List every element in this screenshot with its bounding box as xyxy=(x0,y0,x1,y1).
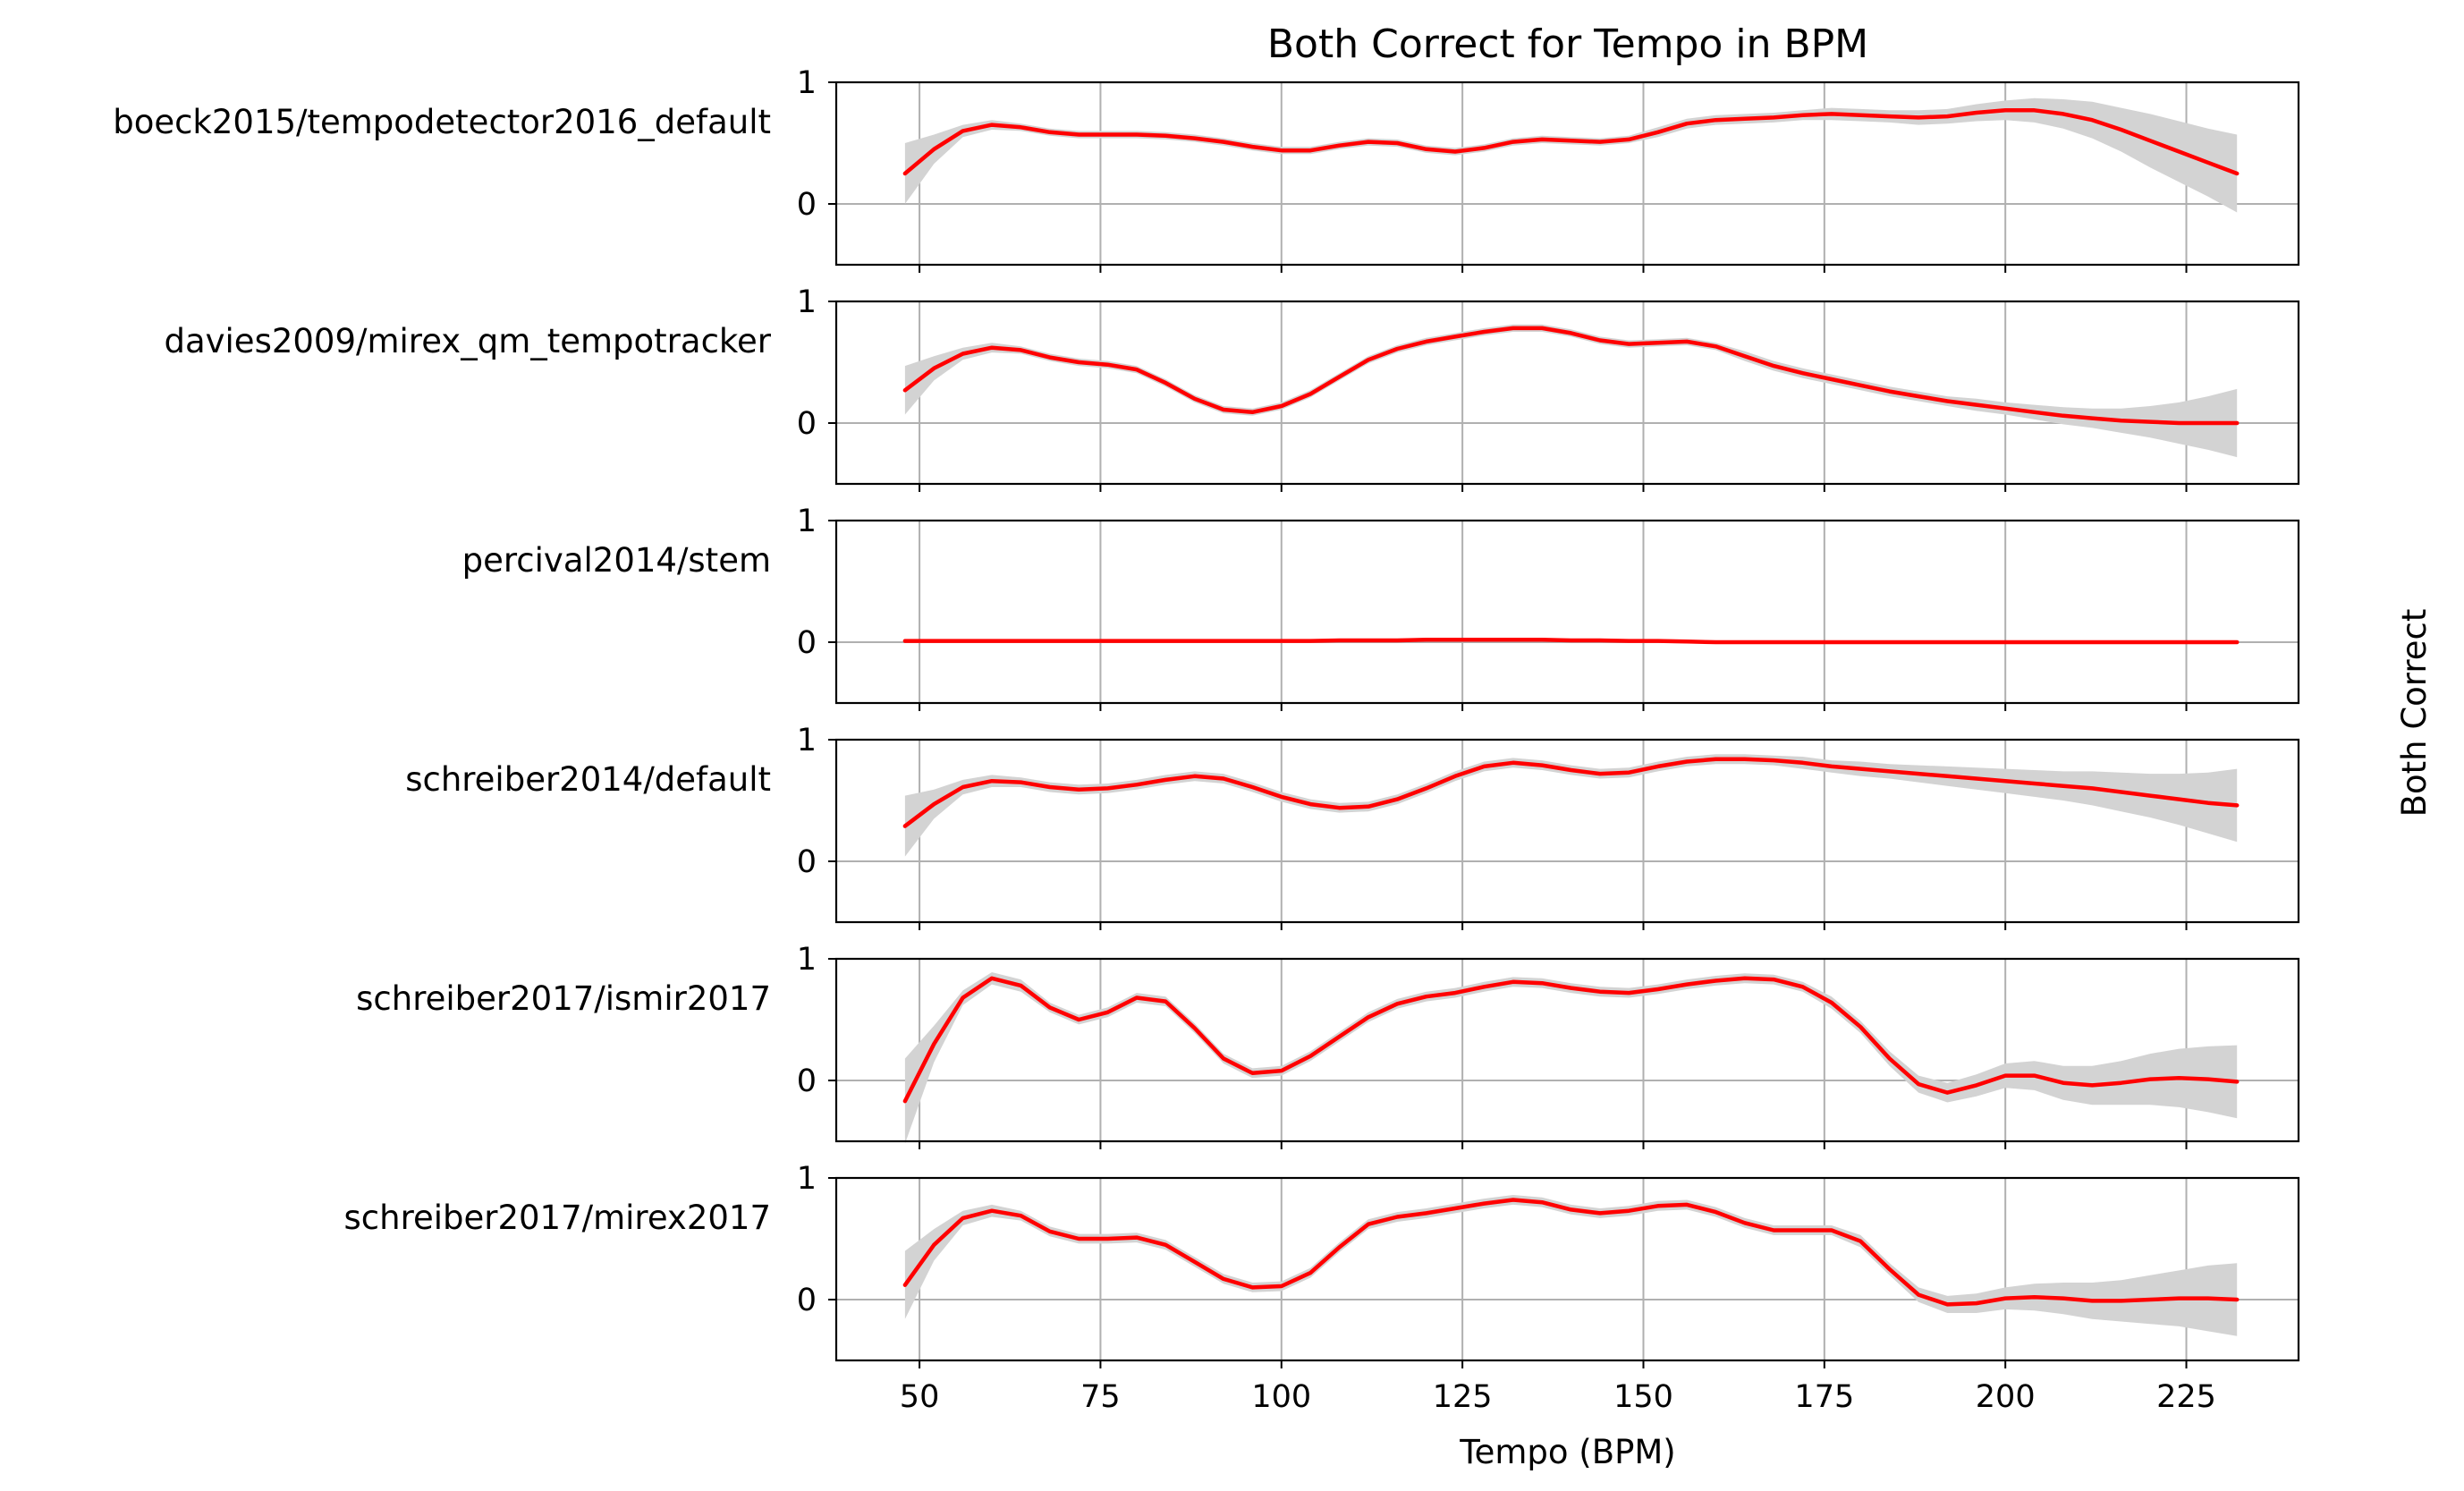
series-label: percival2014/stem xyxy=(462,541,771,580)
series-line xyxy=(902,326,2240,426)
series-label: boeck2015/tempodetector2016_default xyxy=(113,103,771,141)
y-tick-label: 0 xyxy=(797,406,817,442)
subplot-panel: 0 1 schreiber2014/default xyxy=(405,723,2300,930)
confidence-band xyxy=(904,972,2238,1144)
subplot-panel: 0 1 boeck2015/tempodetector2016_default xyxy=(113,65,2300,273)
confidence-band xyxy=(904,324,2238,458)
y-tick-label: 1 xyxy=(797,942,817,978)
y-axis-label: Both Correct xyxy=(2395,609,2434,818)
panel-frame xyxy=(834,1176,2300,1362)
series-line xyxy=(902,638,2240,645)
x-tick-label: 200 xyxy=(1976,1379,2036,1415)
x-tick-label: 100 xyxy=(1251,1379,1311,1415)
series-label: schreiber2014/default xyxy=(405,760,771,799)
x-axis-label: Tempo (BPM) xyxy=(1459,1433,1676,1471)
series-label: davies2009/mirex_qm_tempotracker xyxy=(164,322,771,360)
confidence-band xyxy=(904,97,2238,213)
subplot-panel: 0 1 schreiber2017/ismir2017 xyxy=(356,942,2300,1149)
y-tick-label: 0 xyxy=(797,1063,817,1099)
series-line xyxy=(902,976,2240,1104)
panel-frame xyxy=(834,738,2300,924)
series-line xyxy=(902,1198,2240,1307)
y-tick-label: 1 xyxy=(797,1161,817,1197)
x-axis: 50 75 100 125 150 175 200 225 xyxy=(900,1379,2216,1415)
panel-frame xyxy=(834,519,2300,705)
series-label: schreiber2017/ismir2017 xyxy=(356,979,771,1018)
x-tick-label: 150 xyxy=(1613,1379,1673,1415)
x-tick-label: 225 xyxy=(2156,1379,2216,1415)
subplot-panels: 01boeck2015/tempodetector2016_default01d… xyxy=(113,65,2300,1368)
confidence-band xyxy=(904,754,2238,857)
x-tick-label: 75 xyxy=(1080,1379,1121,1415)
y-tick-label: 0 xyxy=(797,187,817,223)
panel-frame xyxy=(834,300,2300,486)
subplot-panel: 0 1 percival2014/stem xyxy=(462,504,2300,711)
y-tick-label: 0 xyxy=(797,625,817,661)
chart-title: Both Correct for Tempo in BPM xyxy=(1267,21,1868,67)
x-tick-label: 125 xyxy=(1433,1379,1493,1415)
series-line xyxy=(902,757,2240,828)
subplot-panel: 0 1 davies2009/mirex_qm_tempotracker xyxy=(164,284,2300,492)
series-label: schreiber2017/mirex2017 xyxy=(344,1199,772,1237)
panel-frame xyxy=(834,80,2300,267)
y-tick-label: 1 xyxy=(797,504,817,539)
x-tick-label: 50 xyxy=(900,1379,940,1415)
confidence-band xyxy=(904,1195,2238,1336)
x-tick-label: 175 xyxy=(1794,1379,1854,1415)
y-tick-label: 1 xyxy=(797,723,817,758)
series-line xyxy=(902,108,2240,176)
panel-frame xyxy=(834,957,2300,1143)
y-tick-label: 0 xyxy=(797,844,817,880)
y-tick-label: 0 xyxy=(797,1283,817,1318)
subplot-panel: 0 1 schreiber2017/mirex2017 xyxy=(344,1161,2300,1368)
y-tick-label: 1 xyxy=(797,284,817,320)
y-tick-label: 1 xyxy=(797,65,817,101)
